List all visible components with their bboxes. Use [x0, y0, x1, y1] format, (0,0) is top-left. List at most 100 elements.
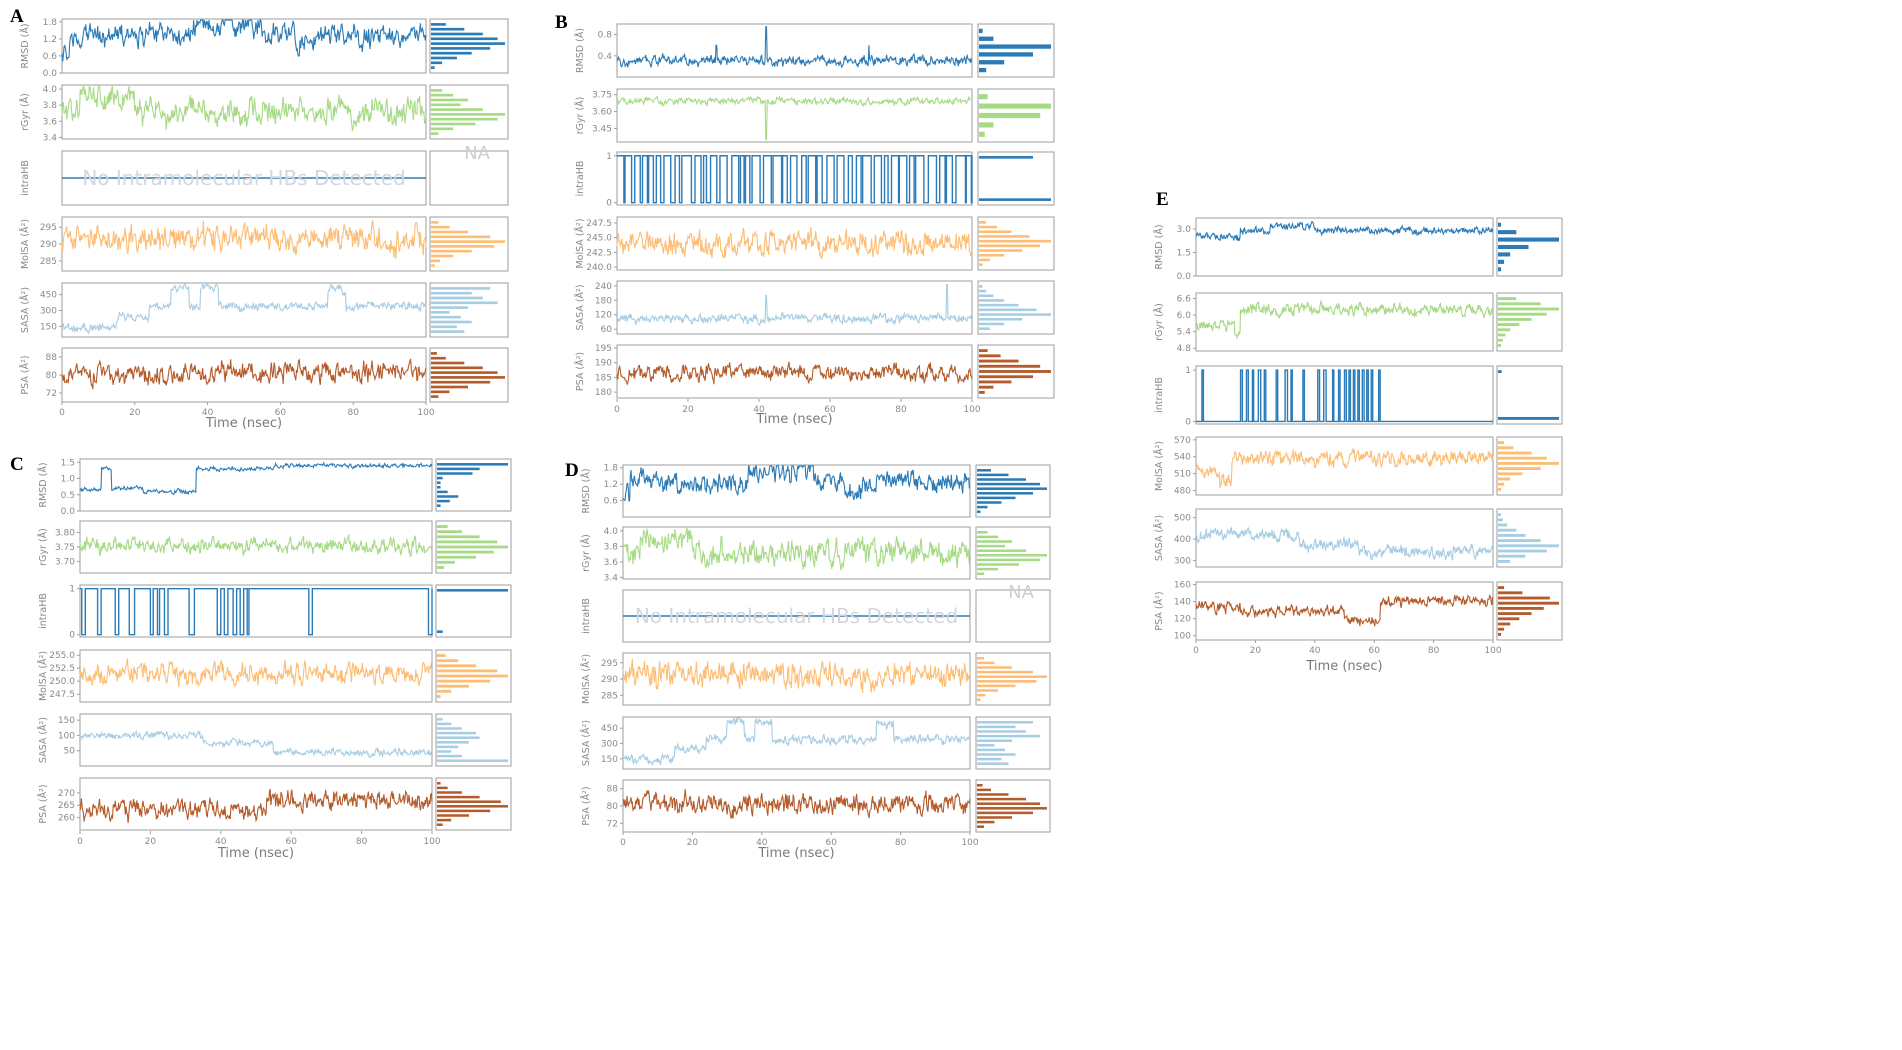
histogram-bar — [1498, 323, 1520, 327]
histogram-bar — [431, 23, 446, 26]
y-axis-label: SASA (Å²) — [574, 284, 586, 330]
subplot-intrahb: intraHB No Intramolecular HBs Detected NA — [581, 582, 1051, 643]
no-hb-message: No Intramolecular HBs Detected — [635, 604, 958, 628]
y-axis-label: rGyr (Å) — [574, 97, 586, 135]
histogram-bar — [977, 501, 1002, 504]
histogram-bar — [1498, 518, 1503, 522]
histogram-frame — [435, 458, 512, 512]
series-line — [622, 716, 971, 767]
y-tick-label: 100 — [1174, 632, 1191, 642]
subplot-psa: PSA (Å²) 72 80 88 — [19, 347, 509, 403]
histogram-bar — [1498, 230, 1517, 235]
histogram-bar — [431, 37, 498, 41]
y-tick-label: 295 — [601, 659, 618, 669]
histogram-bar — [437, 695, 441, 698]
y-tick-label: 510 — [1174, 470, 1191, 480]
y-tick-label: 3.80 — [55, 529, 75, 539]
timeseries-frame — [61, 18, 427, 74]
y-axis-label: RMSD (Å) — [574, 28, 586, 73]
x-tick-label: 100 — [423, 837, 440, 847]
histogram-bar — [979, 289, 987, 293]
histogram-bar — [1498, 297, 1517, 301]
histogram-frame — [975, 589, 1051, 643]
histogram-bar — [977, 661, 995, 665]
y-tick-label: 140 — [1174, 598, 1191, 608]
histogram-bar — [1498, 482, 1505, 486]
y-tick-label: 290 — [40, 240, 57, 250]
histogram-bar — [431, 356, 446, 360]
x-tick-label: 40 — [753, 405, 765, 415]
histogram-frame — [1496, 217, 1563, 277]
y-tick-label: 0.4 — [598, 52, 613, 62]
histogram-bar — [431, 117, 498, 121]
histogram-bar — [977, 820, 995, 824]
y-tick-label: 50 — [64, 747, 76, 757]
histogram-bar — [431, 301, 498, 305]
histogram-bar — [1498, 307, 1559, 311]
histogram-bar — [431, 330, 465, 333]
histogram-frame — [429, 18, 509, 74]
histogram-frame — [975, 652, 1051, 706]
timeseries-frame — [622, 526, 971, 580]
y-tick-label: 6.0 — [1177, 311, 1192, 321]
histogram-bar — [431, 264, 435, 267]
histogram-bar — [1498, 632, 1502, 636]
histogram-bar — [431, 376, 505, 379]
panel-letter: B — [555, 12, 568, 33]
histogram-bar — [979, 253, 1005, 257]
histogram-bar — [431, 89, 443, 92]
histogram-bar — [977, 492, 1033, 495]
subplot-sasa: SASA (Å²) 50 100 150 — [37, 713, 512, 767]
histogram-bar — [437, 791, 462, 794]
histogram-bar — [437, 679, 491, 683]
series-line — [622, 789, 971, 819]
series-line — [617, 155, 973, 204]
histogram-bar — [437, 745, 459, 749]
histogram-bar — [431, 287, 491, 290]
y-axis-label: MolSA (Å²) — [37, 651, 49, 701]
histogram-bar — [437, 472, 473, 475]
histogram-bar — [437, 759, 508, 762]
histogram-bar — [437, 540, 498, 544]
series-line — [79, 534, 433, 558]
histogram-frame — [977, 151, 1055, 206]
subplot-rmsd: RMSD (Å) 0.0 1.5 3.0 — [1153, 217, 1563, 282]
histogram-bar — [437, 555, 477, 559]
y-tick-label: 4.8 — [1177, 344, 1192, 354]
subplot-sasa: SASA (Å²) 300 400 500 — [1153, 508, 1563, 568]
histogram-bar — [979, 370, 1051, 373]
y-axis-label: RMSD (Å) — [1153, 224, 1165, 269]
x-tick-label: 60 — [824, 405, 836, 415]
histogram-bar — [437, 805, 508, 808]
y-tick-label: 3.75 — [55, 543, 75, 553]
histogram-bar — [979, 390, 985, 394]
timeseries-frame — [1195, 365, 1494, 425]
y-tick-label: 1.2 — [604, 480, 618, 490]
histogram-frame — [435, 777, 512, 831]
histogram-bar — [437, 722, 452, 726]
histogram-bar — [431, 230, 468, 234]
y-tick-label: 0.8 — [598, 31, 613, 41]
y-tick-label: 3.70 — [55, 557, 75, 567]
histogram-bar — [431, 259, 440, 263]
histogram-frame — [1496, 292, 1563, 352]
panel-c: C RMSD (Å) 0.0 0.5 1.0 1.5 rGyr (Å) 3.70 3.75 3.8… — [10, 454, 512, 861]
histogram-bar — [979, 285, 983, 288]
subplot-psa: PSA (Å²) 180 185 190 195 — [574, 344, 1055, 399]
timeseries-frame — [1195, 217, 1494, 277]
y-tick-label: 480 — [1174, 486, 1191, 496]
histogram-bar — [437, 490, 448, 494]
y-tick-label: 5.4 — [1177, 328, 1192, 338]
x-axis-label: Time (nsec) — [205, 416, 282, 431]
histogram-bar — [437, 467, 480, 471]
x-axis: 0 20 40 60 80 100 Time (nsec) — [59, 402, 435, 431]
histogram-bar — [977, 793, 1009, 796]
histogram-bar — [431, 395, 439, 398]
histogram-bar — [431, 127, 454, 131]
histogram-bar — [979, 249, 1023, 252]
histogram-bar — [431, 42, 505, 45]
x-tick-label: 80 — [895, 405, 907, 415]
x-tick-label: 20 — [145, 837, 157, 847]
histogram-bar — [977, 666, 1012, 669]
histogram-bar — [437, 727, 462, 730]
